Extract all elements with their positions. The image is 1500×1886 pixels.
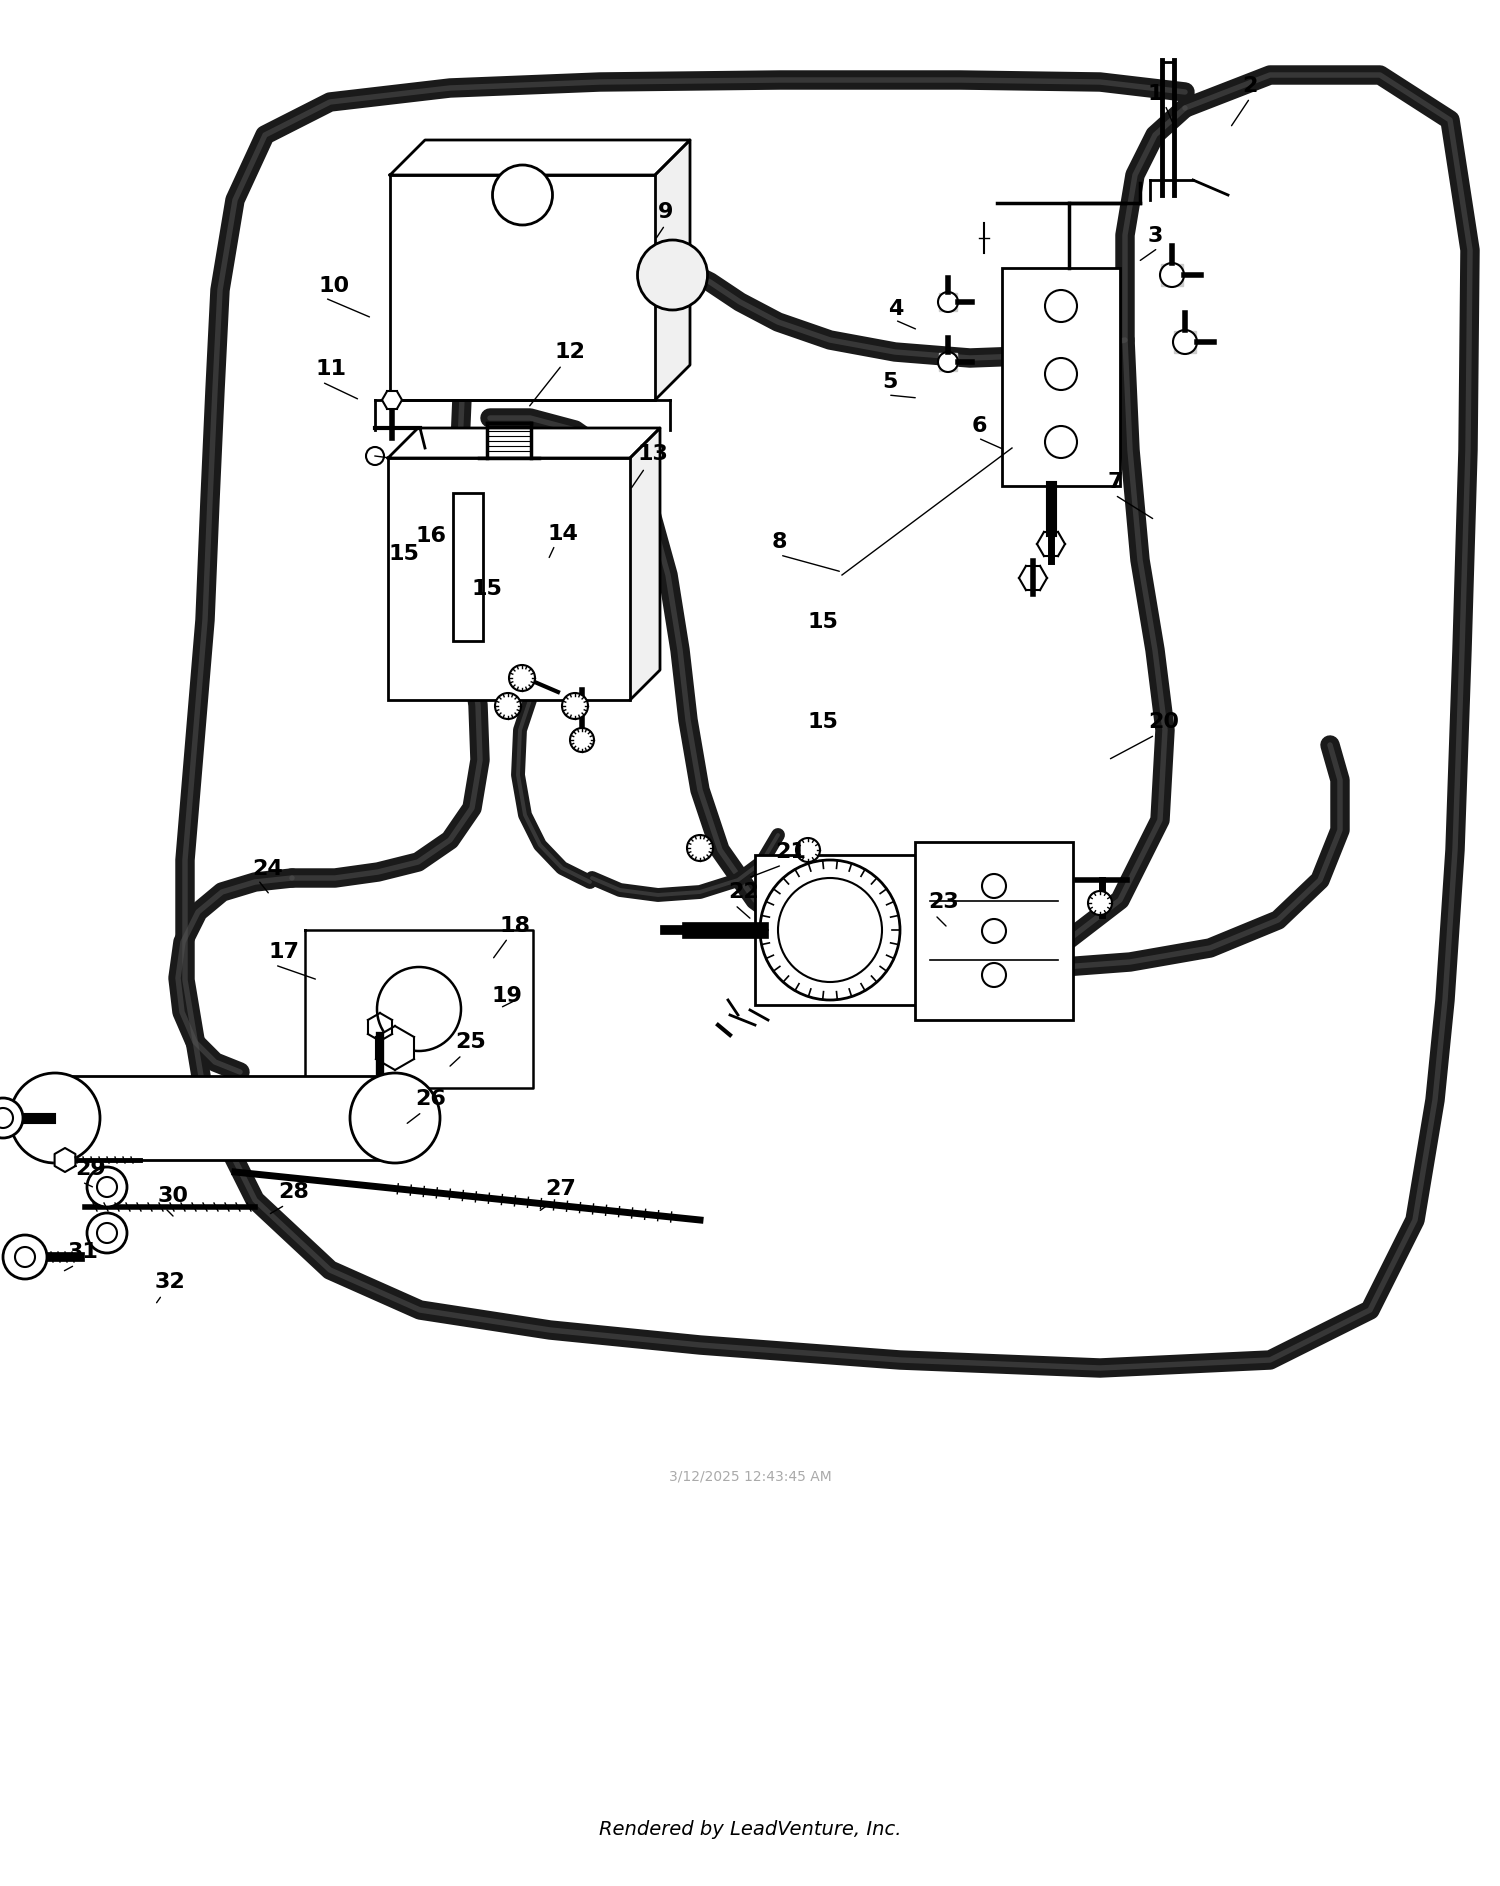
Circle shape bbox=[1173, 330, 1197, 355]
Circle shape bbox=[15, 1247, 34, 1267]
Circle shape bbox=[366, 447, 384, 466]
Circle shape bbox=[492, 164, 552, 224]
Polygon shape bbox=[939, 353, 957, 372]
Text: 15: 15 bbox=[808, 713, 838, 732]
Circle shape bbox=[687, 835, 712, 862]
Polygon shape bbox=[304, 930, 532, 1088]
Circle shape bbox=[10, 1073, 100, 1164]
Circle shape bbox=[3, 1235, 46, 1279]
Text: 32: 32 bbox=[154, 1271, 186, 1292]
Text: 23: 23 bbox=[928, 892, 958, 913]
Text: 3: 3 bbox=[1148, 226, 1164, 245]
Circle shape bbox=[87, 1167, 128, 1207]
Polygon shape bbox=[656, 140, 690, 400]
Text: 20: 20 bbox=[1148, 713, 1179, 732]
Circle shape bbox=[1046, 358, 1077, 390]
Text: 5: 5 bbox=[882, 372, 897, 392]
Circle shape bbox=[495, 692, 520, 719]
Polygon shape bbox=[376, 1026, 414, 1069]
Circle shape bbox=[98, 1177, 117, 1198]
Circle shape bbox=[778, 879, 882, 983]
Circle shape bbox=[638, 240, 708, 309]
Polygon shape bbox=[390, 140, 690, 175]
Circle shape bbox=[1046, 290, 1077, 323]
Bar bbox=[388, 458, 630, 700]
Text: 19: 19 bbox=[492, 986, 524, 1005]
Bar bbox=[56, 1077, 394, 1160]
Circle shape bbox=[982, 918, 1006, 943]
Circle shape bbox=[0, 1107, 13, 1128]
Circle shape bbox=[796, 837, 820, 862]
Bar bbox=[1002, 268, 1120, 487]
Text: 15: 15 bbox=[472, 579, 502, 600]
Polygon shape bbox=[1174, 332, 1196, 353]
Text: 31: 31 bbox=[68, 1243, 99, 1262]
Text: 24: 24 bbox=[252, 858, 284, 879]
Circle shape bbox=[938, 292, 958, 311]
Circle shape bbox=[570, 728, 594, 753]
Text: 27: 27 bbox=[544, 1179, 576, 1199]
Circle shape bbox=[1088, 890, 1112, 915]
Text: 12: 12 bbox=[555, 341, 586, 362]
Text: 1: 1 bbox=[1148, 85, 1164, 104]
Circle shape bbox=[938, 353, 958, 372]
Text: 15: 15 bbox=[808, 611, 838, 632]
Text: 14: 14 bbox=[548, 524, 579, 543]
Polygon shape bbox=[939, 292, 957, 311]
Circle shape bbox=[982, 964, 1006, 986]
Polygon shape bbox=[1161, 264, 1184, 287]
Circle shape bbox=[376, 968, 460, 1051]
Text: 22: 22 bbox=[728, 883, 759, 902]
Text: Rendered by LeadVenture, Inc.: Rendered by LeadVenture, Inc. bbox=[598, 1820, 902, 1839]
Text: 10: 10 bbox=[318, 275, 350, 296]
Text: 25: 25 bbox=[454, 1032, 486, 1052]
Text: 8: 8 bbox=[772, 532, 788, 553]
Bar bbox=[390, 175, 656, 400]
Circle shape bbox=[982, 873, 1006, 898]
Text: 11: 11 bbox=[315, 358, 346, 379]
Circle shape bbox=[98, 1222, 117, 1243]
Circle shape bbox=[760, 860, 900, 1000]
Polygon shape bbox=[382, 390, 402, 409]
Text: 7: 7 bbox=[1108, 472, 1124, 492]
Text: 30: 30 bbox=[158, 1186, 189, 1205]
Text: 17: 17 bbox=[268, 941, 298, 962]
Text: 28: 28 bbox=[278, 1183, 309, 1201]
Bar bbox=[453, 492, 483, 641]
Text: 6: 6 bbox=[972, 417, 987, 436]
Circle shape bbox=[350, 1073, 439, 1164]
Text: 26: 26 bbox=[416, 1088, 446, 1109]
Text: 3/12/2025 12:43:45 AM: 3/12/2025 12:43:45 AM bbox=[669, 1469, 831, 1482]
Text: 13: 13 bbox=[638, 443, 669, 464]
Circle shape bbox=[562, 692, 588, 719]
Text: 29: 29 bbox=[75, 1160, 106, 1179]
Polygon shape bbox=[54, 1149, 75, 1171]
Text: 9: 9 bbox=[658, 202, 674, 223]
Circle shape bbox=[1046, 426, 1077, 458]
Text: 18: 18 bbox=[500, 917, 531, 935]
Bar bbox=[915, 841, 1072, 1020]
Text: 21: 21 bbox=[776, 841, 806, 862]
Text: 16: 16 bbox=[416, 526, 446, 547]
Circle shape bbox=[0, 1098, 22, 1137]
Text: 15: 15 bbox=[388, 543, 418, 564]
Polygon shape bbox=[630, 428, 660, 700]
Polygon shape bbox=[388, 428, 660, 458]
Circle shape bbox=[87, 1213, 128, 1252]
Text: 4: 4 bbox=[888, 300, 903, 319]
Bar bbox=[754, 854, 920, 1005]
Text: 2: 2 bbox=[1242, 75, 1257, 96]
Circle shape bbox=[1160, 262, 1184, 287]
Circle shape bbox=[509, 666, 536, 690]
